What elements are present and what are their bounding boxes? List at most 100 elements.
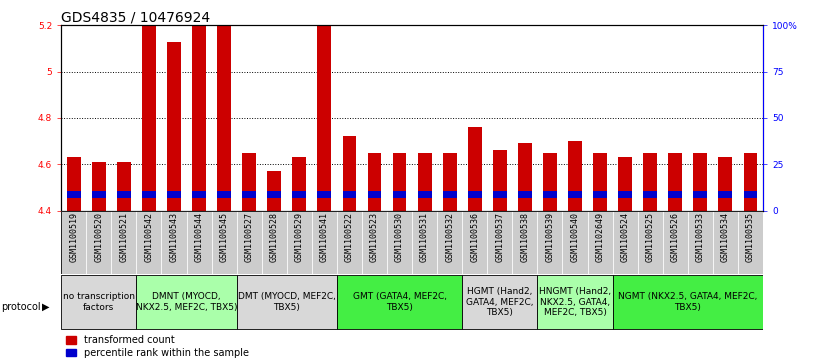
Bar bbox=[111, 211, 136, 274]
Bar bbox=[337, 275, 462, 329]
Text: GSM1100535: GSM1100535 bbox=[746, 212, 755, 262]
Text: GSM1102649: GSM1102649 bbox=[596, 212, 605, 262]
Text: GSM1100537: GSM1100537 bbox=[495, 212, 504, 262]
Bar bbox=[493, 191, 507, 198]
Bar bbox=[167, 191, 181, 198]
Bar bbox=[268, 191, 282, 198]
Text: GSM1100525: GSM1100525 bbox=[645, 212, 654, 262]
Text: GSM1100520: GSM1100520 bbox=[95, 212, 104, 262]
Bar bbox=[613, 275, 763, 329]
Bar bbox=[743, 191, 757, 198]
Text: ▶: ▶ bbox=[42, 302, 50, 312]
Bar bbox=[117, 162, 131, 211]
Text: GSM1100545: GSM1100545 bbox=[220, 212, 228, 262]
Bar bbox=[518, 143, 532, 211]
Bar bbox=[367, 191, 381, 198]
Bar bbox=[643, 153, 657, 211]
Bar bbox=[312, 211, 337, 274]
Text: GSM1100534: GSM1100534 bbox=[721, 212, 730, 262]
Bar bbox=[317, 25, 331, 211]
Bar bbox=[613, 211, 637, 274]
Text: GSM1100539: GSM1100539 bbox=[545, 212, 554, 262]
Bar bbox=[462, 275, 538, 329]
Bar bbox=[162, 211, 187, 274]
Bar bbox=[117, 191, 131, 198]
Bar bbox=[568, 141, 582, 211]
Bar bbox=[412, 211, 437, 274]
Bar bbox=[286, 211, 312, 274]
Text: GSM1100540: GSM1100540 bbox=[570, 212, 579, 262]
Bar bbox=[211, 211, 237, 274]
Bar bbox=[538, 275, 613, 329]
Bar bbox=[92, 191, 106, 198]
Bar bbox=[418, 153, 432, 211]
Bar bbox=[237, 211, 262, 274]
Bar bbox=[668, 191, 682, 198]
Bar bbox=[343, 191, 357, 198]
Bar bbox=[192, 191, 206, 198]
Legend: transformed count, percentile rank within the sample: transformed count, percentile rank withi… bbox=[66, 335, 249, 358]
Bar bbox=[337, 211, 362, 274]
Bar bbox=[694, 191, 707, 198]
Bar bbox=[192, 25, 206, 211]
Text: NGMT (NKX2.5, GATA4, MEF2C,
TBX5): NGMT (NKX2.5, GATA4, MEF2C, TBX5) bbox=[618, 293, 757, 312]
Text: GSM1100533: GSM1100533 bbox=[696, 212, 705, 262]
Bar bbox=[242, 191, 256, 198]
Text: GSM1100536: GSM1100536 bbox=[470, 212, 479, 262]
Text: GSM1100541: GSM1100541 bbox=[320, 212, 329, 262]
Bar bbox=[713, 211, 738, 274]
Bar bbox=[437, 211, 462, 274]
Bar bbox=[292, 157, 306, 211]
Bar bbox=[718, 191, 732, 198]
Bar bbox=[317, 191, 331, 198]
Bar bbox=[387, 211, 412, 274]
Text: GSM1100531: GSM1100531 bbox=[420, 212, 429, 262]
Bar bbox=[217, 191, 231, 198]
Text: GDS4835 / 10476924: GDS4835 / 10476924 bbox=[61, 10, 211, 24]
Bar bbox=[142, 25, 156, 211]
Text: GSM1100519: GSM1100519 bbox=[69, 212, 78, 262]
Bar bbox=[694, 153, 707, 211]
Bar bbox=[538, 211, 562, 274]
Text: GSM1100527: GSM1100527 bbox=[245, 212, 254, 262]
Bar bbox=[187, 211, 211, 274]
Bar bbox=[493, 150, 507, 211]
Bar bbox=[619, 191, 632, 198]
Bar bbox=[343, 136, 357, 211]
Bar bbox=[593, 191, 607, 198]
Bar bbox=[136, 275, 237, 329]
Bar bbox=[518, 191, 532, 198]
Text: GSM1100543: GSM1100543 bbox=[170, 212, 179, 262]
Bar bbox=[637, 211, 663, 274]
Bar bbox=[663, 211, 688, 274]
Bar bbox=[392, 191, 406, 198]
Text: GMT (GATA4, MEF2C,
TBX5): GMT (GATA4, MEF2C, TBX5) bbox=[353, 293, 446, 312]
Text: GSM1100522: GSM1100522 bbox=[345, 212, 354, 262]
Text: DMNT (MYOCD,
NKX2.5, MEF2C, TBX5): DMNT (MYOCD, NKX2.5, MEF2C, TBX5) bbox=[135, 293, 237, 312]
Text: GSM1100526: GSM1100526 bbox=[671, 212, 680, 262]
Text: GSM1100538: GSM1100538 bbox=[521, 212, 530, 262]
Bar bbox=[61, 211, 86, 274]
Bar bbox=[367, 153, 381, 211]
Bar bbox=[92, 162, 106, 211]
Bar bbox=[136, 211, 162, 274]
Text: GSM1100523: GSM1100523 bbox=[370, 212, 379, 262]
Bar bbox=[217, 25, 231, 211]
Text: HGMT (Hand2,
GATA4, MEF2C,
TBX5): HGMT (Hand2, GATA4, MEF2C, TBX5) bbox=[466, 287, 534, 317]
Bar bbox=[443, 153, 457, 211]
Text: GSM1100544: GSM1100544 bbox=[194, 212, 203, 262]
Bar bbox=[643, 191, 657, 198]
Bar bbox=[562, 211, 588, 274]
Bar bbox=[543, 153, 557, 211]
Bar bbox=[242, 153, 256, 211]
Bar bbox=[67, 191, 81, 198]
Text: GSM1100532: GSM1100532 bbox=[446, 212, 455, 262]
Text: no transcription
factors: no transcription factors bbox=[63, 293, 135, 312]
Bar bbox=[67, 157, 81, 211]
Bar bbox=[588, 211, 613, 274]
Bar bbox=[362, 211, 387, 274]
Text: GSM1100542: GSM1100542 bbox=[144, 212, 153, 262]
Bar bbox=[262, 211, 286, 274]
Bar bbox=[443, 191, 457, 198]
Bar bbox=[568, 191, 582, 198]
